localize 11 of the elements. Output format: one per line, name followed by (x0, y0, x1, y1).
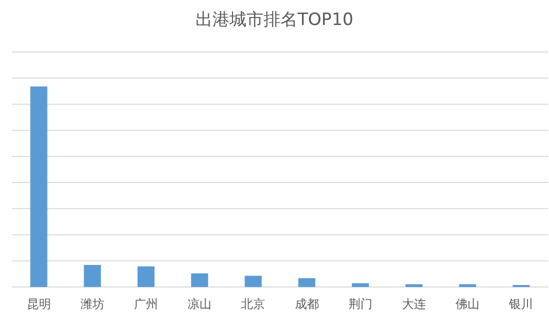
x-tick-label: 凉山 (188, 297, 212, 311)
x-tick-label: 银川 (508, 297, 534, 311)
x-tick-label: 大连 (402, 297, 426, 311)
x-tick-label: 成都 (294, 297, 319, 311)
x-tick-label: 北京 (241, 297, 266, 311)
x-tick-label: 潍坊 (80, 297, 104, 311)
x-tick-label: 广州 (134, 297, 158, 311)
chart-title: 出港城市排名TOP10 (196, 10, 354, 30)
x-tick-label: 佛山 (456, 297, 480, 311)
x-tick-label: 昆明 (26, 297, 51, 311)
x-tick-label: 荆门 (348, 297, 372, 311)
